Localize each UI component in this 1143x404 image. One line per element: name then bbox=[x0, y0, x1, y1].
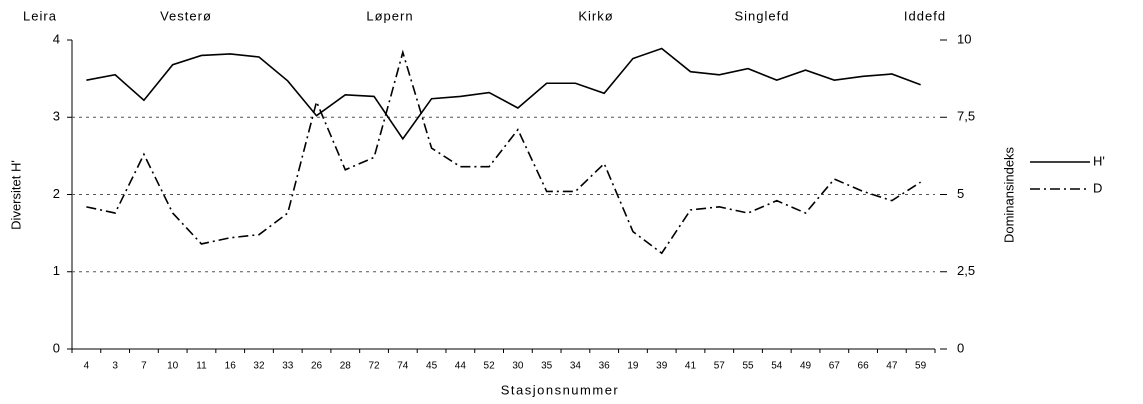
y-tick-label: 2 bbox=[53, 186, 60, 201]
y2-tick-label: 2,5 bbox=[957, 263, 975, 278]
area-label: Kirkø bbox=[578, 8, 613, 23]
x-tick-label: 10 bbox=[167, 361, 179, 372]
y2-tick-label: 10 bbox=[957, 31, 971, 46]
y-tick-label: 1 bbox=[53, 263, 60, 278]
x-tick-label: 3 bbox=[112, 361, 118, 372]
x-tick-label: 52 bbox=[484, 361, 496, 372]
x-tick-label: 30 bbox=[512, 361, 524, 372]
x-tick-label: 39 bbox=[656, 361, 668, 372]
y-tick-label: 0 bbox=[53, 340, 60, 355]
x-tick-label: 55 bbox=[742, 361, 754, 372]
x-tick-label: 32 bbox=[253, 361, 265, 372]
x-tick-label: 66 bbox=[858, 361, 870, 372]
x-tick-label: 67 bbox=[829, 361, 841, 372]
area-label: Vesterø bbox=[160, 8, 212, 23]
series-line bbox=[86, 49, 922, 255]
legend-label: H' bbox=[1093, 153, 1105, 168]
x-tick-label: 54 bbox=[771, 361, 783, 372]
x-tick-label: 41 bbox=[685, 361, 697, 372]
x-axis-label: Stasjonsnummer bbox=[501, 382, 620, 397]
series-line bbox=[86, 47, 921, 141]
x-tick-label: 28 bbox=[340, 361, 352, 372]
x-tick-label: 36 bbox=[599, 361, 611, 372]
x-tick-label: 47 bbox=[886, 361, 898, 372]
area-label: Iddefd bbox=[904, 8, 946, 23]
area-label: Leira bbox=[23, 8, 57, 23]
x-tick-label: 44 bbox=[455, 361, 467, 372]
x-tick-label: 59 bbox=[915, 361, 927, 372]
x-tick-label: 16 bbox=[225, 361, 237, 372]
y2-tick-label: 0 bbox=[957, 340, 964, 355]
y-tick-label: 4 bbox=[53, 31, 60, 46]
x-tick-label: 7 bbox=[141, 361, 147, 372]
area-label: Singlefd bbox=[735, 8, 790, 23]
x-tick-label: 26 bbox=[311, 361, 323, 372]
legend-label: D bbox=[1093, 180, 1102, 195]
y2-tick-label: 7,5 bbox=[957, 109, 975, 124]
area-label: Løpern bbox=[366, 8, 413, 23]
x-tick-label: 4 bbox=[84, 361, 90, 372]
y2-tick-label: 5 bbox=[957, 186, 964, 201]
x-tick-label: 34 bbox=[570, 361, 582, 372]
y2-axis-label: Dominansindeks bbox=[1001, 146, 1016, 243]
x-tick-label: 72 bbox=[368, 361, 380, 372]
x-tick-label: 33 bbox=[282, 361, 294, 372]
x-tick-label: 45 bbox=[426, 361, 438, 372]
x-tick-label: 57 bbox=[714, 361, 726, 372]
y-tick-label: 3 bbox=[53, 109, 60, 124]
x-tick-label: 11 bbox=[196, 361, 207, 372]
x-tick-label: 19 bbox=[627, 361, 639, 372]
x-tick-label: 35 bbox=[541, 361, 553, 372]
x-tick-label: 49 bbox=[800, 361, 812, 372]
x-tick-label: 74 bbox=[397, 361, 409, 372]
y-axis-label: Diversitet H' bbox=[8, 160, 23, 230]
